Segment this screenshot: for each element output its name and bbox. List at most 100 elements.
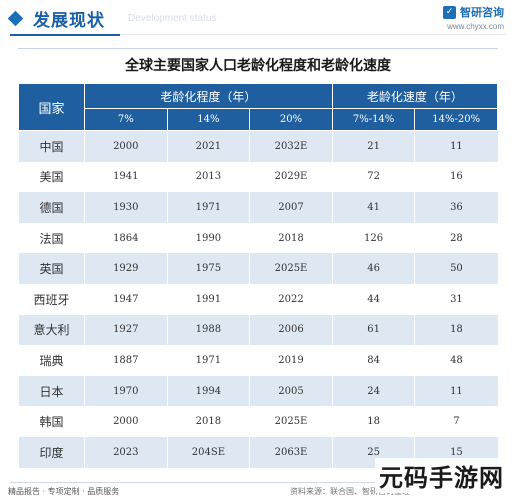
brand-logo-icon: ✓ (443, 5, 456, 19)
cell-14pct: 1990 (166, 222, 250, 254)
cell-speed-7-14: 24 (331, 375, 415, 407)
cell-speed-7-14: 72 (331, 161, 415, 193)
cell-14pct: 1971 (166, 192, 250, 223)
brand-url: www.chyxx.com (447, 22, 504, 31)
cell-speed-7-14: 126 (331, 222, 415, 254)
table-title: 全球主要国家人口老龄化程度和老龄化速度 (18, 48, 498, 83)
cell-country: 英国 (18, 253, 85, 284)
cell-14pct: 2018 (166, 406, 250, 437)
cell-20pct: 2019 (249, 345, 333, 376)
cell-7pct: 2023 (84, 436, 168, 468)
cell-14pct: 1994 (166, 375, 250, 407)
table-row: 西班牙 1947 1991 2022 44 31 (18, 283, 498, 315)
corner-watermark-stamp: 元码手游网 (375, 458, 508, 493)
cell-speed-14-20: 28 (414, 222, 498, 254)
cell-country: 中国 (18, 130, 85, 162)
cell-20pct: 2063E (249, 436, 333, 468)
cell-country: 德国 (18, 192, 85, 223)
subheader-14-20pct: 14%-20% (414, 108, 498, 131)
cell-speed-7-14: 21 (331, 130, 415, 162)
cell-country: 韩国 (18, 406, 85, 437)
brand-logo: ✓ 智研咨询 www.chyxx.com (443, 4, 504, 31)
table-row: 日本 1970 1994 2005 24 11 (18, 375, 498, 407)
subheader-7-14pct: 7%-14% (331, 108, 416, 131)
cell-20pct: 2025E (249, 406, 333, 437)
cell-speed-14-20: 36 (414, 192, 498, 223)
cell-country: 印度 (18, 436, 85, 468)
cell-20pct: 2007 (249, 192, 333, 223)
cell-14pct: 204SE (166, 436, 250, 468)
cell-7pct: 2000 (84, 130, 168, 162)
cell-7pct: 1941 (84, 161, 168, 193)
cell-speed-7-14: 46 (331, 253, 415, 284)
section-subtitle: Development status (128, 13, 217, 24)
cell-speed-7-14: 44 (331, 283, 415, 315)
cell-20pct: 2018 (249, 222, 333, 254)
cell-speed-14-20: 16 (414, 161, 498, 193)
cell-20pct: 2006 (249, 314, 333, 346)
table-row: 中国 2000 2021 2032E 21 11 (18, 130, 498, 162)
cell-20pct: 2022 (249, 283, 333, 315)
cell-14pct: 2021 (166, 130, 250, 162)
cell-speed-7-14: 25 (331, 436, 415, 468)
cell-7pct: 1864 (84, 222, 168, 254)
table-row: 德国 1930 1971 2007 41 36 (18, 192, 498, 223)
header-country: 国家 (18, 83, 85, 131)
cell-7pct: 1927 (84, 314, 168, 346)
section-title-wrap: 发展现状 (7, 6, 105, 31)
cell-speed-14-20: 50 (414, 253, 498, 284)
cell-20pct: 2025E (249, 253, 333, 284)
cell-7pct: 1930 (84, 192, 168, 223)
cell-14pct: 1991 (166, 283, 250, 315)
page-footer: 精品报告 · 专项定制 · 品质服务 资料来源：联合国、智研咨询整理 (0, 480, 516, 500)
cell-7pct: 1970 (84, 375, 168, 407)
footer-slogan: 精品报告 · 专项定制 · 品质服务 (8, 487, 120, 496)
table-row: 法国 1864 1990 2018 126 28 (18, 222, 498, 254)
cell-20pct: 2032E (249, 130, 333, 162)
cell-20pct: 2029E (249, 161, 333, 193)
subheader-20pct: 20% (249, 108, 333, 131)
cell-14pct: 1975 (166, 253, 250, 284)
header-aging-speed: 老龄化速度（年） (331, 83, 499, 109)
header-divider-light (120, 34, 506, 35)
cell-country: 美国 (18, 161, 85, 193)
cell-speed-14-20: 48 (414, 345, 498, 376)
cell-country: 意大利 (18, 314, 85, 346)
cell-speed-7-14: 18 (331, 406, 415, 437)
cell-speed-14-20: 11 (414, 130, 498, 162)
cell-7pct: 1947 (84, 283, 168, 315)
table-row: 美国 1941 2013 2029E 72 16 (18, 161, 498, 193)
brand-name: 智研咨询 (460, 6, 504, 19)
data-table-panel: 全球主要国家人口老龄化程度和老龄化速度 国家 老龄化程度（年） 老龄化速度（年）… (18, 48, 499, 468)
subheader-7pct: 7% (84, 108, 168, 131)
diamond-bullet-icon (7, 10, 24, 27)
cell-speed-14-20: 7 (414, 406, 498, 437)
header-divider (10, 34, 120, 36)
cell-country: 法国 (18, 222, 85, 254)
page-header: 发展现状 Development status ✓ 智研咨询 www.chyxx… (0, 0, 516, 40)
table-row: 瑞典 1887 1971 2019 84 48 (18, 345, 498, 376)
data-source: 资料来源：联合国、智研咨询整理 (290, 487, 410, 496)
cell-country: 瑞典 (18, 345, 85, 376)
table-row: 意大利 1927 1988 2006 61 18 (18, 314, 498, 346)
cell-speed-7-14: 41 (331, 192, 415, 223)
cell-14pct: 1971 (166, 345, 250, 376)
footer-divider (10, 482, 506, 483)
cell-speed-7-14: 61 (331, 314, 415, 346)
header-aging-degree: 老龄化程度（年） (84, 83, 333, 109)
table-row: 韩国 2000 2018 2025E 18 7 (18, 406, 498, 437)
cell-speed-14-20: 31 (414, 283, 498, 315)
cell-speed-14-20: 18 (414, 314, 498, 346)
subheader-14pct: 14% (166, 108, 251, 131)
cell-country: 日本 (18, 375, 85, 407)
cell-speed-7-14: 84 (331, 345, 415, 376)
cell-14pct: 2013 (166, 161, 250, 193)
cell-20pct: 2005 (249, 375, 333, 407)
aging-table: 国家 老龄化程度（年） 老龄化速度（年） 7% 14% 20% 7%-14% 1… (18, 83, 499, 468)
cell-14pct: 1988 (166, 314, 250, 346)
table-row: 英国 1929 1975 2025E 46 50 (18, 253, 498, 284)
cell-7pct: 2000 (84, 406, 168, 437)
cell-7pct: 1929 (84, 253, 168, 284)
cell-country: 西班牙 (18, 283, 85, 315)
cell-7pct: 1887 (84, 345, 168, 376)
